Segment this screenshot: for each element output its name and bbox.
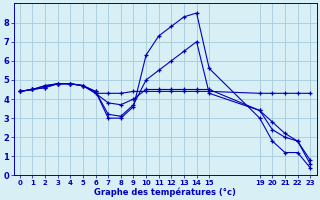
- X-axis label: Graphe des températures (°c): Graphe des températures (°c): [94, 187, 236, 197]
